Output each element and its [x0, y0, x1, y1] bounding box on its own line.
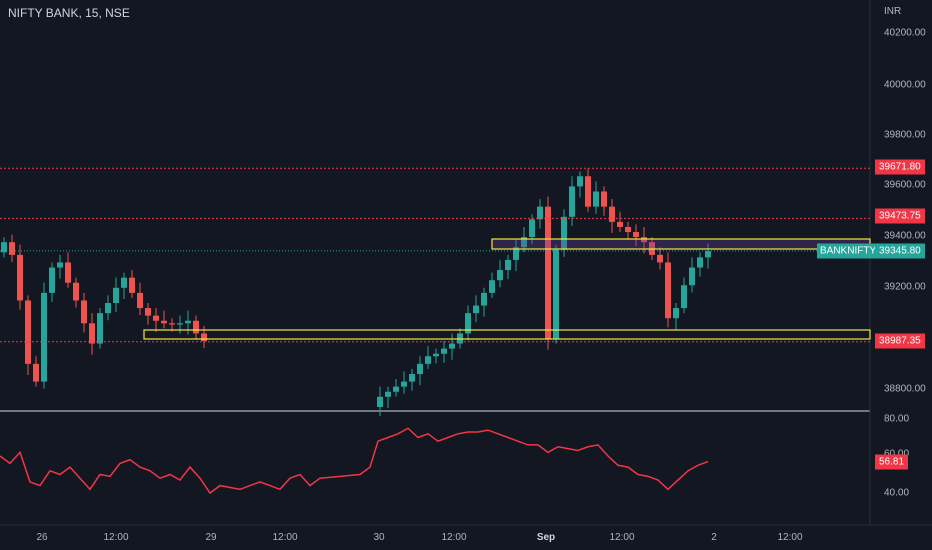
candle-body: [553, 249, 559, 339]
candle-body: [49, 267, 55, 293]
candle-body: [521, 237, 527, 248]
price-tick: 39200.00: [884, 281, 926, 293]
price-tick: 40000.00: [884, 79, 926, 91]
candle-body: [449, 343, 455, 349]
candle-body: [473, 305, 479, 314]
currency-label: INR: [884, 6, 902, 17]
candle-body: [9, 242, 15, 255]
candle-body: [201, 333, 207, 342]
price-tick: 39600.00: [884, 179, 926, 191]
candle-body: [121, 277, 127, 288]
candle-body: [401, 381, 407, 387]
candle-body: [153, 315, 159, 321]
candle-body: [409, 373, 415, 382]
candle-body: [681, 285, 687, 309]
candle-body: [585, 176, 591, 207]
candle-body: [385, 391, 391, 397]
support-zone: [143, 329, 871, 340]
level-label-high: 39671.80: [875, 159, 925, 175]
candle-body: [97, 313, 103, 344]
candle-body: [657, 254, 663, 263]
candle-body: [689, 267, 695, 286]
candle-body: [113, 287, 119, 304]
price-tick: 39400.00: [884, 230, 926, 242]
candle-body: [185, 320, 191, 324]
osc-tick: 40.00: [884, 487, 910, 499]
osc-value-label: 56.81: [875, 454, 909, 470]
time-tick: 30: [373, 532, 385, 543]
price-tick: 39800.00: [884, 129, 926, 141]
candle-body: [593, 191, 599, 207]
level-label-mid: 39473.75: [875, 208, 925, 224]
oscillator-line: [0, 427, 709, 495]
candle-body: [545, 206, 551, 339]
candle-body: [161, 320, 167, 324]
candle-body: [65, 262, 71, 283]
candle-body: [57, 262, 63, 268]
candle-body: [393, 386, 399, 392]
candle-body: [425, 356, 431, 364]
candle-body: [17, 254, 23, 301]
candle-body: [145, 308, 151, 316]
time-tick: 2: [711, 532, 717, 543]
candle-body: [561, 216, 567, 250]
candle-body: [25, 300, 31, 364]
candle-body: [513, 247, 519, 260]
time-tick: 12:00: [777, 532, 803, 543]
resistance-zone: [491, 238, 871, 250]
candle-body: [137, 292, 143, 309]
candle-body: [105, 303, 111, 314]
last-price-label: 39345.80: [875, 243, 925, 259]
candle-body: [177, 323, 183, 325]
candle-body: [433, 353, 439, 357]
candle-body: [481, 292, 487, 306]
candle-body: [617, 221, 623, 227]
time-tick: 12:00: [609, 532, 635, 543]
osc-tick: 60.00: [884, 449, 909, 460]
time-tick: 12:00: [103, 532, 129, 543]
candle-body: [441, 348, 447, 354]
candle-body: [89, 323, 95, 344]
price-tick: 40200.00: [884, 27, 926, 39]
time-tick: 26: [36, 532, 48, 543]
candle-body: [377, 396, 383, 407]
candle-body: [41, 292, 47, 382]
candle-body: [529, 219, 535, 238]
candle-body: [577, 176, 583, 187]
candle-body: [673, 308, 679, 319]
candle-body: [465, 313, 471, 334]
candle-body: [697, 257, 703, 268]
candle-body: [633, 232, 639, 238]
candle-body: [73, 282, 79, 301]
candle-body: [705, 251, 711, 258]
time-tick: 29: [205, 532, 217, 543]
candle-body: [193, 320, 199, 334]
osc-tick: 80.00: [884, 413, 910, 425]
level-label-support: 38987.35: [875, 333, 925, 349]
chart-title: NIFTY BANK, 15, NSE: [8, 6, 130, 20]
candle-body: [601, 191, 607, 207]
candle-body: [129, 277, 135, 293]
candle-body: [609, 206, 615, 222]
candle-body: [81, 300, 87, 324]
price-tick: 38800.00: [884, 383, 926, 395]
symbol-label: BANKNIFTY: [817, 243, 880, 259]
candle-body: [569, 186, 575, 217]
candle-body: [169, 323, 175, 325]
time-tick: 12:00: [272, 532, 298, 543]
candle-body: [537, 206, 543, 220]
candle-body: [489, 280, 495, 293]
time-tick: Sep: [536, 532, 556, 543]
candle-body: [497, 270, 503, 281]
candle-body: [665, 262, 671, 319]
candle-body: [33, 363, 39, 382]
candle-body: [505, 259, 511, 271]
candle-body: [625, 226, 631, 233]
candle-body: [641, 237, 647, 243]
candle-body: [417, 363, 423, 374]
candle-body: [1, 242, 7, 253]
time-tick: 12:00: [441, 532, 467, 543]
